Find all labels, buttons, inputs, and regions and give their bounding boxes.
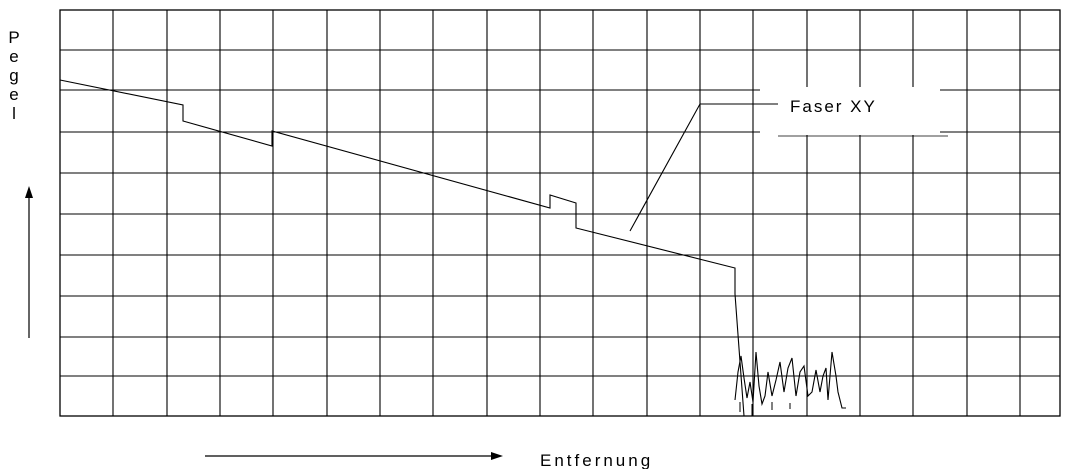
y-axis-label-letter: e xyxy=(9,85,19,104)
y-axis-label-letter: l xyxy=(12,104,16,123)
y-axis-label-letter: g xyxy=(9,66,19,85)
trace-label-box xyxy=(760,87,940,135)
grid xyxy=(60,10,1060,416)
y-axis-arrow xyxy=(25,186,33,338)
y-axis-label-letter: e xyxy=(9,47,19,66)
x-axis-arrow xyxy=(205,452,503,460)
noise-floor xyxy=(734,351,846,409)
x-axis-label: Entfernung xyxy=(540,451,653,469)
plot-frame xyxy=(59,9,1061,417)
otdr-trace xyxy=(59,79,745,417)
noise-ticks xyxy=(739,402,791,416)
trace-label-leader xyxy=(629,103,778,232)
y-axis-label-letter: P xyxy=(8,28,20,47)
trace-label: Faser XY xyxy=(790,97,877,116)
